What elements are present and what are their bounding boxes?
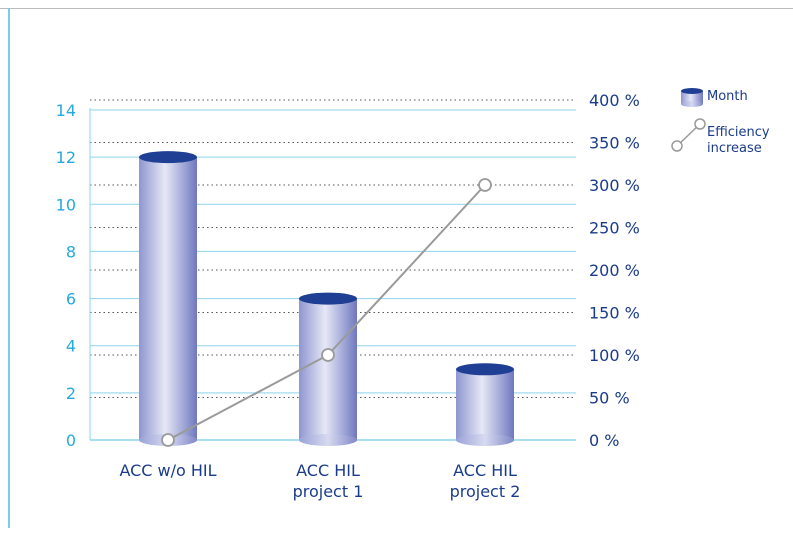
legend-efficiency-label: Efficiency (707, 125, 770, 140)
legend-efficiency-icon-point (671, 140, 683, 152)
ticks: 0 2 4 6 8 10 12 14 0 % 50 % 100 % 150 % 200 % 250 % 30… (56, 91, 640, 450)
category-label: project 1 (293, 482, 364, 501)
y-tick-left: 10 (56, 195, 76, 214)
y-tick-left: 0 (66, 431, 76, 450)
category-label: ACC HIL (296, 461, 360, 480)
bar-top (299, 292, 357, 305)
legend-month-icon (681, 88, 703, 107)
legend-efficiency-icon (671, 118, 706, 152)
y-tick-right: 250 % (589, 219, 640, 238)
y-tick-right: 0 % (589, 431, 619, 450)
efficiency-point (478, 178, 492, 192)
y-tick-right: 50 % (589, 389, 630, 408)
efficiency-point (321, 348, 335, 362)
y-tick-left: 4 (66, 337, 76, 356)
category-label: ACC HIL (453, 461, 517, 480)
y-tick-right: 200 % (589, 261, 640, 280)
bar-base (456, 434, 514, 446)
category-label: project 2 (450, 482, 521, 501)
bar (139, 151, 197, 446)
y-tick-right: 100 % (589, 346, 640, 365)
bar (456, 363, 514, 446)
y-tick-left: 6 (66, 290, 76, 309)
y-tick-right: 400 % (589, 91, 640, 110)
bar-body (139, 157, 197, 440)
legend-month-icon-top (681, 88, 703, 94)
efficiency-point (161, 433, 175, 447)
bar (299, 292, 357, 446)
legend-efficiency-icon-point (694, 118, 706, 130)
y-tick-left: 2 (66, 384, 76, 403)
frame-left-border (8, 8, 10, 528)
bars (139, 151, 514, 446)
legend-efficiency-label: increase (707, 141, 762, 156)
bar-body (299, 298, 357, 440)
legend-month-label: Month (707, 89, 748, 104)
efficiency-line (161, 178, 492, 447)
bar-top (139, 151, 197, 164)
y-tick-right: 150 % (589, 304, 640, 323)
y-tick-left: 12 (56, 148, 76, 167)
legend-month-icon-base (681, 101, 703, 107)
category-labels: ACC w/o HIL ACC HIL project 1 ACC HIL projec… (119, 461, 520, 501)
legend-month-icon-body (681, 91, 703, 104)
bar-body (456, 369, 514, 440)
y-tick-left: 8 (66, 242, 76, 261)
category-label: ACC w/o HIL (119, 461, 216, 480)
bar-base (299, 434, 357, 446)
bar-top (456, 363, 514, 376)
frame-top-border (0, 8, 793, 9)
y-tick-right: 350 % (589, 134, 640, 153)
y-tick-left: 14 (56, 101, 76, 120)
y-tick-right: 300 % (589, 176, 640, 195)
